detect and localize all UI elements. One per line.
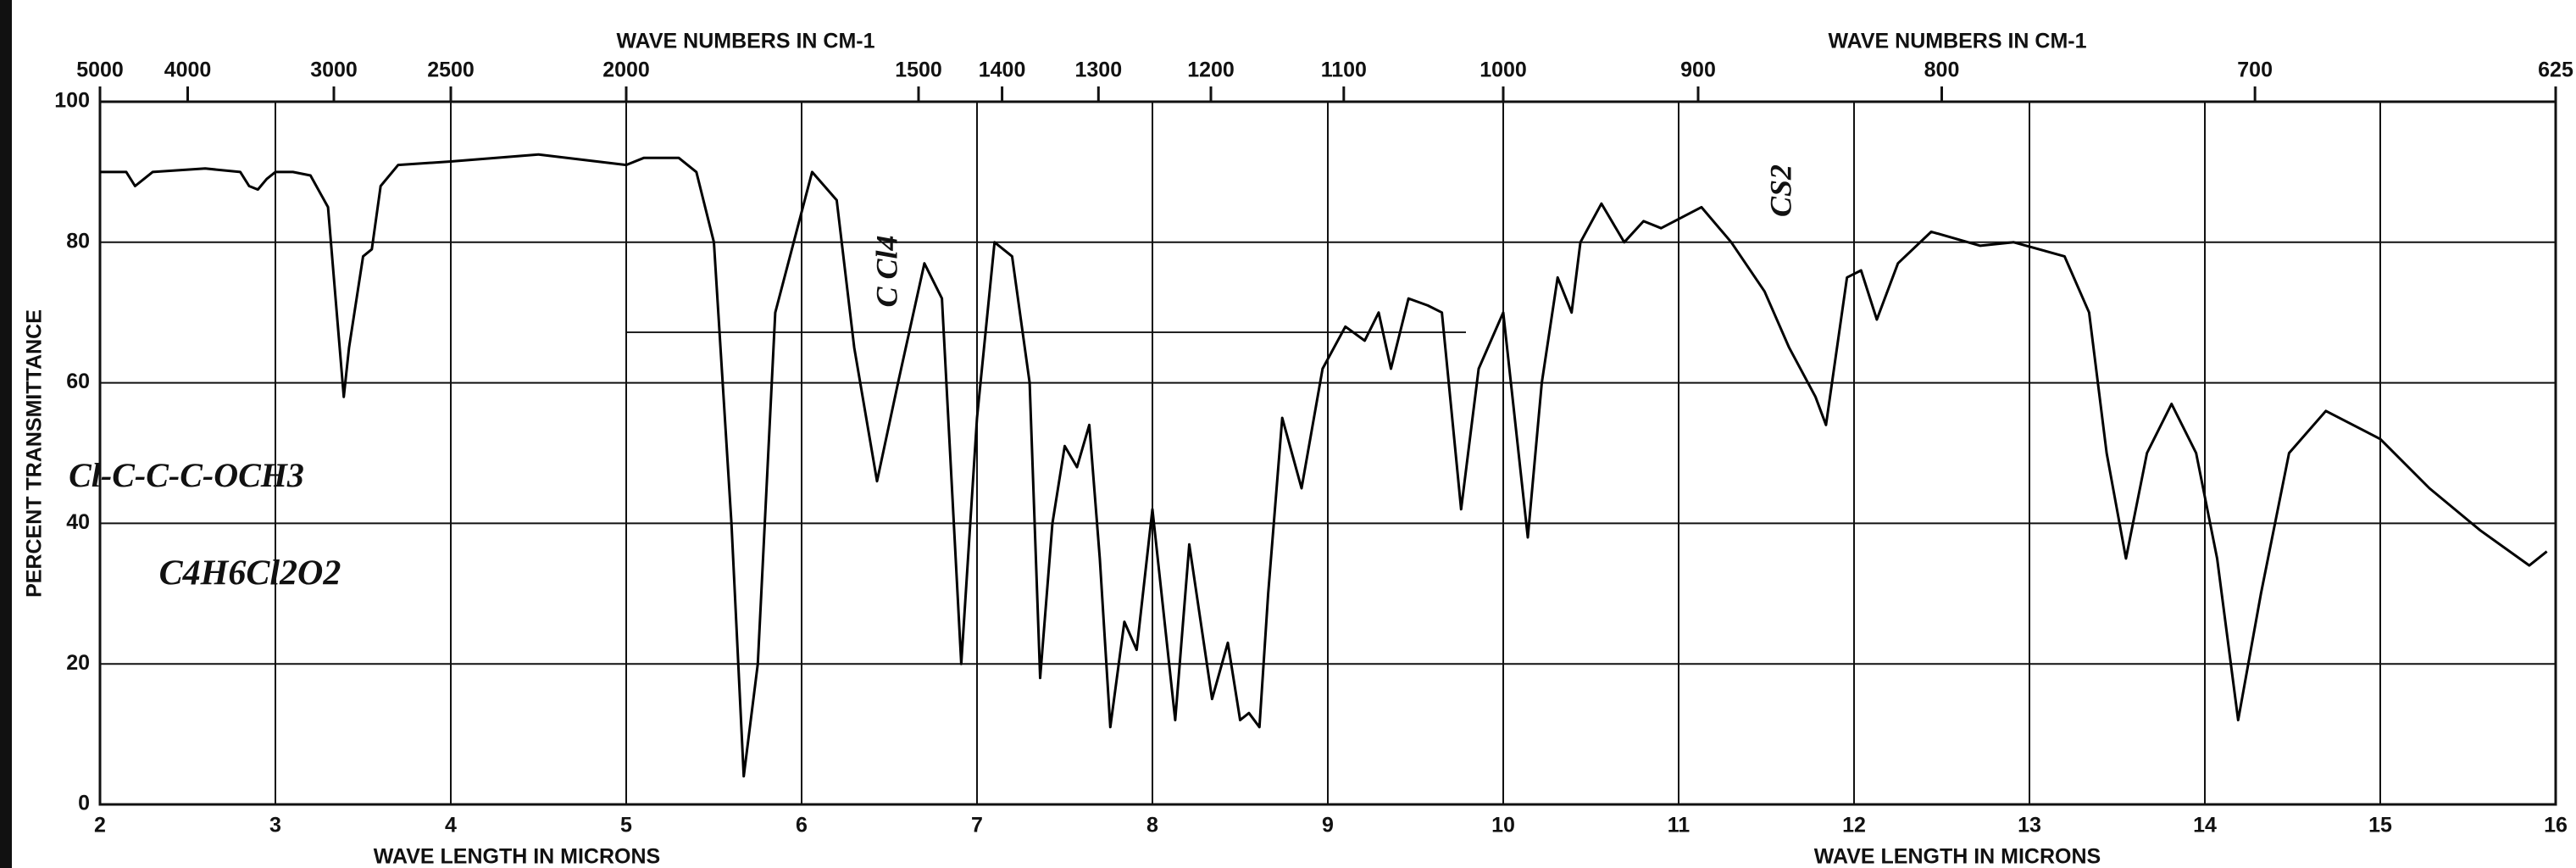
- y-tick-label: 20: [66, 651, 90, 675]
- x2-tick-label: 625: [2538, 58, 2573, 82]
- y-tick-label: 40: [66, 510, 90, 534]
- y-axis-label: PERCENT TRANSMITTANCE: [23, 309, 47, 598]
- x-tick-label: 6: [796, 814, 808, 837]
- x2-tick-label: 1400: [979, 58, 1026, 82]
- x2-tick-label: 3000: [310, 58, 358, 82]
- x2-tick-label: 2000: [602, 58, 650, 82]
- x2-tick-label: 2500: [427, 58, 475, 82]
- y-tick-label: 100: [54, 89, 90, 113]
- x-axis-label: WAVE LENGTH IN MICRONS: [374, 845, 660, 868]
- x-tick-label: 11: [1668, 814, 1690, 837]
- x-axis-label: WAVE LENGTH IN MICRONS: [1814, 845, 2101, 868]
- x-tick-label: 8: [1146, 814, 1158, 837]
- x-tick-label: 5: [620, 814, 632, 837]
- annotation: C4H6Cl2O2: [159, 554, 341, 593]
- x-tick-label: 7: [971, 814, 983, 837]
- x2-tick-label: 4000: [164, 58, 212, 82]
- x2-axis-label: WAVE NUMBERS IN CM-1: [1828, 30, 2086, 53]
- x-tick-label: 2: [94, 814, 106, 837]
- x2-tick-label: 1000: [1480, 58, 1527, 82]
- plot-frame: [98, 100, 2557, 806]
- x-tick-label: 3: [269, 814, 281, 837]
- x-tick-label: 9: [1322, 814, 1334, 837]
- x2-tick-label: 1500: [895, 58, 942, 82]
- x-tick-label: 12: [1842, 814, 1866, 837]
- annotation: CS2: [1763, 164, 1797, 217]
- x-tick-label: 13: [2018, 814, 2041, 837]
- y-tick-label: 80: [66, 229, 90, 253]
- annotation: C Cl4: [869, 235, 903, 307]
- x-tick-label: 14: [2193, 814, 2217, 837]
- annotation: Cl-C-C-C-OCH3: [69, 456, 304, 494]
- x-tick-label: 16: [2544, 814, 2568, 837]
- y-tick-label: 60: [66, 370, 90, 393]
- x-tick-label: 4: [445, 814, 457, 837]
- x-tick-label: 15: [2368, 814, 2392, 837]
- spectrum-line: [100, 153, 2548, 778]
- x2-tick-label: 1200: [1187, 58, 1235, 82]
- x2-tick-label: 700: [2237, 58, 2273, 82]
- scan-edge: [0, 0, 12, 868]
- x2-axis-label: WAVE NUMBERS IN CM-1: [616, 30, 874, 53]
- x2-tick-label: 1100: [1321, 58, 1367, 82]
- x2-tick-label: 5000: [76, 58, 124, 82]
- x-tick-label: 10: [1491, 814, 1515, 837]
- x2-tick-label: 900: [1680, 58, 1716, 82]
- y-tick-label: 0: [78, 792, 90, 815]
- x2-tick-label: 800: [1924, 58, 1960, 82]
- x2-tick-label: 1300: [1074, 58, 1122, 82]
